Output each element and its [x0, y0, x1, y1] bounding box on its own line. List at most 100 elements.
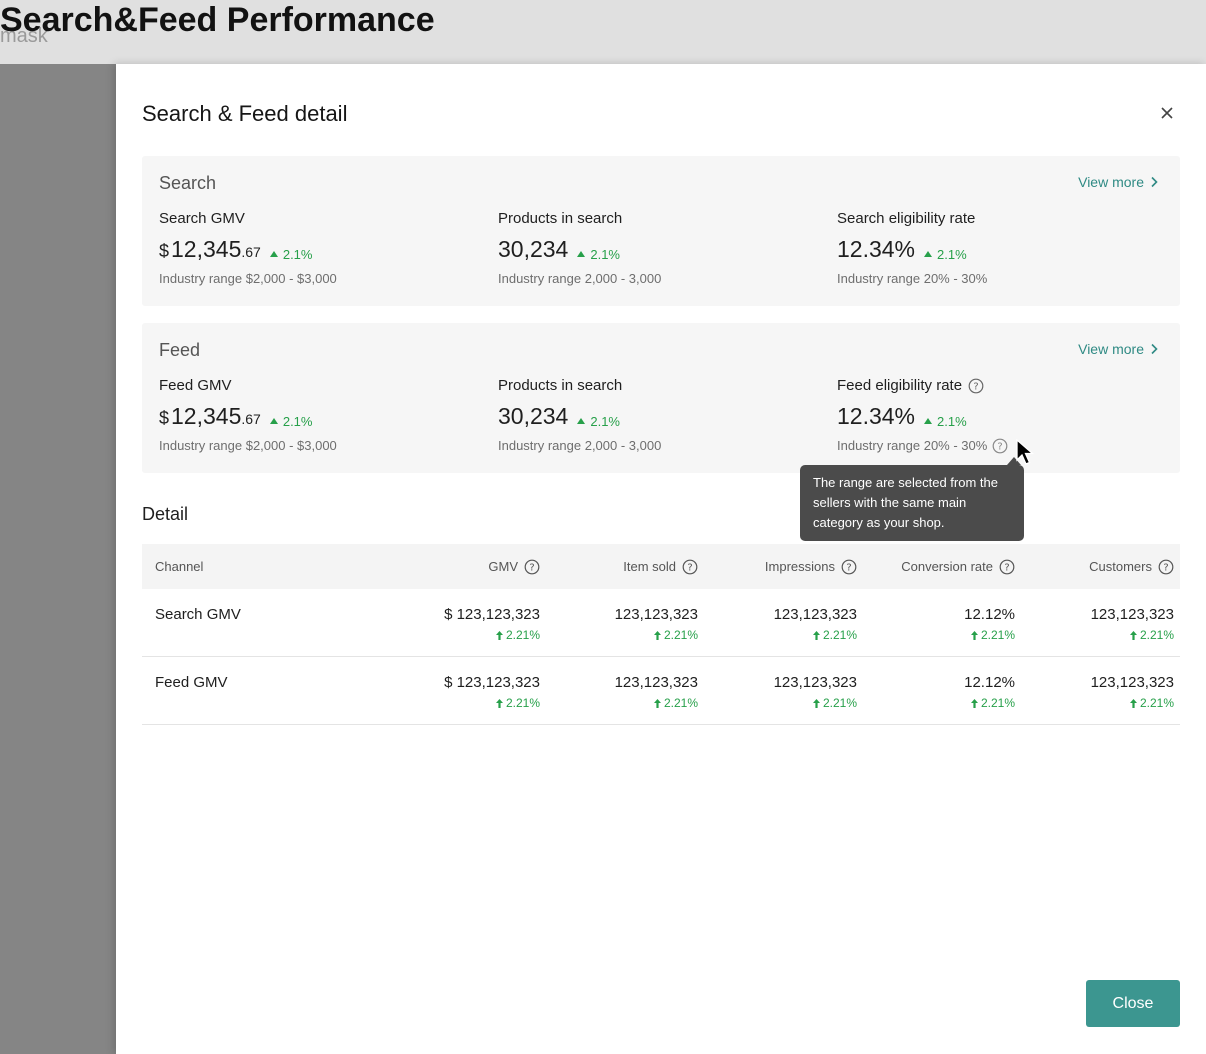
column-label: Item sold	[623, 559, 676, 574]
metric-products-in-search: Products in search 30,234 2.1% Industry …	[498, 210, 661, 287]
column-header-impressions: Impressions ?	[765, 558, 857, 576]
column-header-gmv: GMV ?	[488, 558, 540, 576]
question-circle-icon[interactable]: ?	[524, 559, 540, 575]
close-icon[interactable]	[1158, 104, 1176, 122]
question-circle-icon[interactable]: ?	[1158, 559, 1174, 575]
cell-value: 123,123,323	[773, 674, 857, 691]
question-circle-icon[interactable]: ?	[992, 438, 1008, 454]
value-integer: 12,345	[171, 236, 242, 262]
delta-value: 2.21%	[663, 696, 698, 710]
question-circle-icon[interactable]: ?	[968, 378, 984, 394]
delta-badge: 2.1%	[924, 247, 967, 262]
industry-range-row: Industry range 20% - 30% ?	[837, 438, 1008, 454]
gmv-cell: $ 123,123,323 2.21%	[444, 605, 540, 643]
column-header-conversion-rate: Conversion rate ?	[901, 558, 1015, 576]
column-label: GMV	[488, 559, 518, 574]
arrow-up-icon	[653, 630, 661, 640]
cell-delta: 2.21%	[774, 695, 857, 711]
svg-text:?: ?	[1004, 563, 1009, 574]
close-button[interactable]: Close	[1086, 980, 1180, 1027]
value-cents: .67	[241, 244, 261, 260]
delta-value: 2.21%	[1139, 628, 1174, 642]
currency-symbol: $	[159, 408, 170, 428]
metric-search-gmv: Search GMV $ 12,345 .67 2.1% Industry ra…	[159, 210, 337, 287]
delta-badge: 2.1%	[577, 247, 620, 262]
metric-products-in-search: Products in search 30,234 2.1% Industry …	[498, 377, 661, 454]
metric-value: $ 12,345 .67 2.1%	[159, 236, 337, 263]
detail-drawer: Search & Feed detail Search View more Se…	[116, 64, 1206, 1054]
column-label: Customers	[1089, 559, 1152, 574]
cell-delta: 2.21%	[444, 627, 540, 643]
delta-value: 2.1%	[590, 413, 620, 429]
cell-value: 12.12%	[964, 674, 1015, 691]
delta-value: 2.21%	[822, 696, 857, 710]
question-circle-icon[interactable]: ?	[682, 559, 698, 575]
section-title: Feed	[159, 340, 201, 360]
metric-label: Products in search	[498, 210, 623, 227]
delta-value: 2.21%	[505, 696, 540, 710]
table-row: Feed GMV $ 123,123,323 2.21% 123,123,323…	[142, 657, 1180, 725]
cell-delta: 2.21%	[444, 695, 540, 711]
delta-value: 2.21%	[663, 628, 698, 642]
delta-value: 2.21%	[505, 628, 540, 642]
range-tooltip: The range are selected from the sellers …	[800, 465, 1024, 541]
metric-label: Products in search	[498, 377, 623, 394]
arrow-up-icon	[495, 630, 503, 640]
cell-delta: 2.21%	[615, 627, 698, 643]
arrow-up-icon	[970, 630, 978, 640]
industry-range: Industry range 20% - 30%	[837, 271, 988, 286]
cell-value: 123,123,323	[1090, 674, 1174, 691]
channel-name: Feed GMV	[155, 674, 228, 691]
delta-badge: 2.1%	[269, 247, 312, 262]
tooltip-arrow	[1007, 457, 1021, 465]
cell-value: 123,123,323	[773, 606, 857, 623]
gmv-cell: $ 123,123,323 2.21%	[444, 673, 540, 711]
question-circle-icon[interactable]: ?	[841, 559, 857, 575]
page-header: mask Search&Feed Performance	[0, 0, 1206, 64]
value-integer: 12.34%	[837, 236, 916, 262]
delta-value: 2.21%	[980, 696, 1015, 710]
chevron-right-icon	[1151, 343, 1158, 355]
svg-text:?: ?	[1163, 563, 1168, 574]
cell-value: $ 123,123,323	[444, 674, 540, 691]
feed-view-more-link[interactable]: View more	[1078, 340, 1158, 358]
svg-text:?: ?	[846, 563, 851, 574]
delta-value: 2.1%	[282, 413, 313, 429]
modal-mask[interactable]	[0, 64, 116, 1054]
conversion-rate-cell: 12.12% 2.21%	[964, 605, 1015, 643]
search-section: Search View more Search GMV $ 12,345 .67…	[142, 156, 1180, 306]
item-sold-cell: 123,123,323 2.21%	[615, 673, 698, 711]
page-title: Search&Feed Performance	[0, 1, 435, 39]
feed-section: Feed View more Feed GMV $ 12,345 .67 2.1…	[142, 323, 1180, 473]
industry-range: Industry range $2,000 - $3,000	[159, 438, 337, 453]
triangle-up-icon	[924, 418, 933, 424]
value-integer: 30,234	[498, 403, 569, 429]
delta-value: 2.21%	[822, 628, 857, 642]
delta-badge: 2.1%	[269, 413, 313, 429]
delta-value: 2.21%	[980, 628, 1015, 642]
cell-value: 123,123,323	[1090, 606, 1174, 623]
metric-value: $ 12,345 .67 2.1%	[159, 403, 337, 430]
metric-label: Feed eligibility rate	[837, 377, 963, 394]
industry-range: Industry range $2,000 - $3,000	[159, 271, 337, 286]
industry-range: Industry range 2,000 - 3,000	[498, 438, 662, 453]
question-circle-icon[interactable]: ?	[999, 559, 1015, 575]
detail-table: Channel GMV ? Item sold ? Impressions ? …	[142, 544, 1180, 725]
triangle-up-icon	[924, 251, 933, 257]
triangle-up-icon	[269, 418, 278, 424]
triangle-up-icon	[577, 418, 586, 424]
svg-text:?: ?	[529, 563, 534, 574]
metric-feed-eligibility-rate: Feed eligibility rate ? 12.34% 2.1% Indu…	[837, 377, 1008, 454]
svg-text:?: ?	[973, 382, 978, 393]
cell-value: 12.12%	[964, 606, 1015, 623]
column-header-item-sold: Item sold ?	[623, 558, 698, 576]
table-header: Channel GMV ? Item sold ? Impressions ? …	[142, 544, 1180, 589]
search-view-more-link[interactable]: View more	[1078, 173, 1158, 191]
drawer-title: Search & Feed detail	[142, 101, 348, 126]
cell-value: 123,123,323	[614, 606, 698, 623]
customers-cell: 123,123,323 2.21%	[1091, 673, 1174, 711]
cell-delta: 2.21%	[774, 627, 857, 643]
mouse-cursor-icon	[1016, 438, 1035, 465]
chevron-right-icon	[1151, 176, 1158, 188]
detail-title: Detail	[142, 504, 189, 524]
